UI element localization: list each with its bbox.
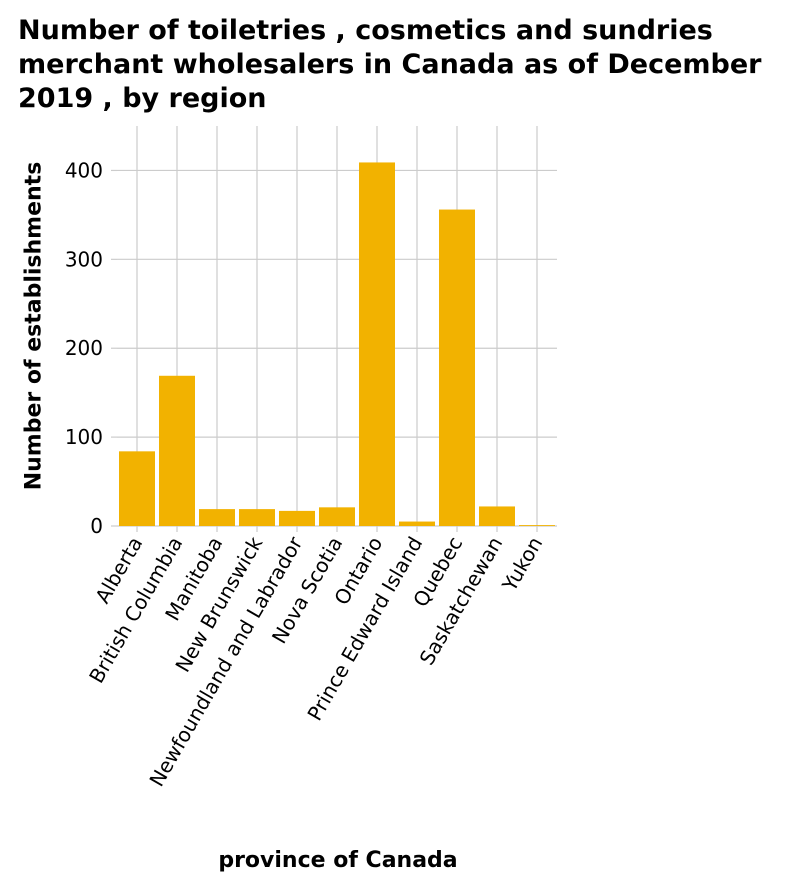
y-tick-label: 200 [65, 336, 103, 360]
bar-quebec [439, 209, 475, 527]
y-tick-label: 0 [90, 514, 103, 538]
bar-nova-scotia [319, 507, 355, 526]
chart-title: Number of toiletries , cosmetics and sun… [18, 15, 762, 114]
x-tick-label: Yukon [497, 533, 547, 596]
y-tick-label: 400 [65, 158, 103, 182]
bar-prince-edward-island [399, 521, 435, 526]
y-axis-label: Number of establishments [21, 161, 47, 491]
bars [119, 162, 555, 527]
y-tick-label: 300 [65, 247, 103, 271]
bar-ontario [359, 162, 395, 526]
bar-new-brunswick [239, 509, 275, 526]
bar-manitoba [199, 509, 235, 526]
bar-newfoundland-and-labrador [279, 510, 315, 526]
bar-saskatchewan [479, 506, 515, 526]
y-tick-labels: 0 100 200 300 400 [65, 158, 103, 538]
bar-yukon [519, 525, 555, 526]
bar-british-columbia [159, 375, 195, 526]
y-tick-label: 100 [65, 425, 103, 449]
x-axis-label: province of Canada [218, 848, 458, 873]
bar-alberta [119, 451, 155, 526]
